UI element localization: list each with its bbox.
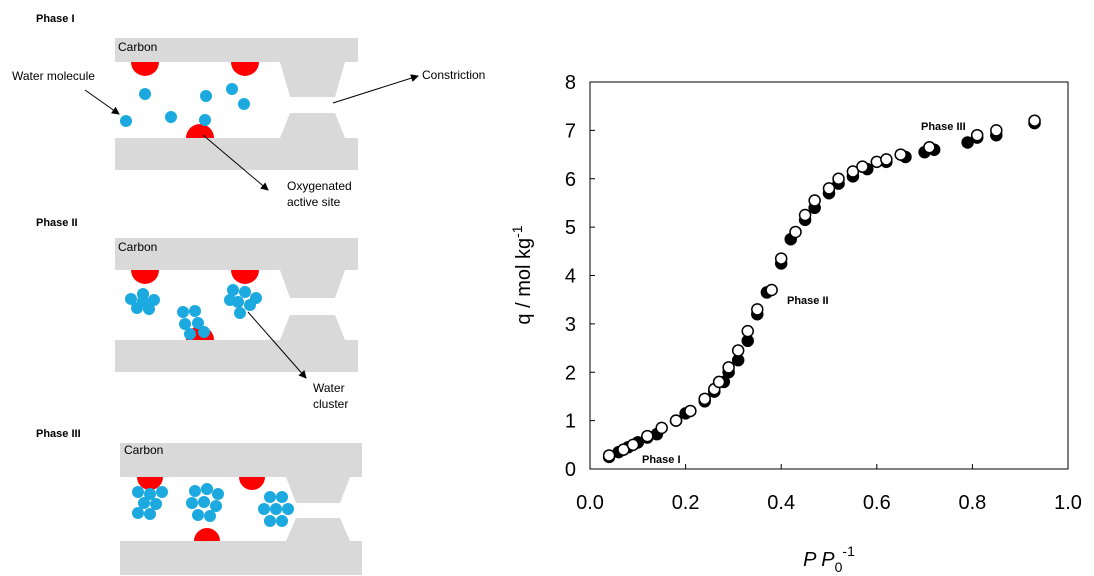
data-point bbox=[809, 195, 820, 206]
data-point bbox=[752, 304, 763, 315]
data-point bbox=[723, 362, 734, 373]
annotation: Phase III bbox=[921, 121, 966, 133]
active-site bbox=[231, 270, 259, 284]
x-tick-label: 0.8 bbox=[958, 492, 986, 514]
active-site bbox=[239, 477, 265, 490]
x-tick-label: 0.0 bbox=[576, 492, 604, 514]
data-point bbox=[972, 130, 983, 141]
panel-title: Phase I bbox=[36, 13, 75, 25]
y-tick-label: 4 bbox=[565, 266, 576, 288]
y-tick-label: 8 bbox=[565, 72, 576, 94]
y-tick-label: 6 bbox=[565, 169, 576, 191]
data-point bbox=[742, 326, 753, 337]
data-point bbox=[656, 422, 667, 433]
data-point bbox=[628, 439, 639, 450]
y-tick-label: 1 bbox=[565, 411, 576, 433]
active-site bbox=[186, 124, 214, 138]
x-axis-title-sub: 0 bbox=[835, 559, 843, 575]
data-point bbox=[790, 226, 801, 237]
x-axis-title: P P0-1 bbox=[803, 543, 855, 575]
annotation: Phase I bbox=[642, 454, 681, 466]
active-site bbox=[131, 62, 159, 76]
y-tick-label: 5 bbox=[565, 217, 576, 239]
x-tick-label: 0.6 bbox=[863, 492, 891, 514]
data-point bbox=[824, 183, 835, 194]
y-tick-label: 0 bbox=[565, 459, 576, 481]
y-axis-title-sup: -1 bbox=[509, 225, 525, 238]
arrow bbox=[85, 90, 119, 114]
data-point bbox=[766, 285, 777, 296]
data-point bbox=[1029, 115, 1040, 126]
x-tick-label: 1.0 bbox=[1054, 492, 1082, 514]
data-point bbox=[881, 154, 892, 165]
active-site bbox=[231, 62, 259, 76]
callout-label: Water molecule bbox=[12, 69, 95, 83]
data-point bbox=[895, 149, 906, 160]
callout-label: Water bbox=[313, 381, 345, 395]
data-point bbox=[642, 431, 653, 442]
callout-label: cluster bbox=[313, 397, 348, 411]
data-point bbox=[714, 376, 725, 387]
x-tick-label: 0.4 bbox=[767, 492, 795, 514]
callout-label: active site bbox=[287, 195, 341, 209]
data-point bbox=[857, 161, 868, 172]
panel-title: Phase III bbox=[36, 428, 81, 440]
carbon-wall bbox=[115, 113, 358, 170]
arrow bbox=[333, 76, 418, 103]
y-tick-label: 7 bbox=[565, 120, 576, 142]
data-point bbox=[604, 450, 615, 461]
y-axis-title: q / mol kg-1 bbox=[509, 225, 535, 324]
active-site bbox=[131, 270, 159, 284]
data-point bbox=[991, 125, 1002, 136]
y-axis-title-text: q / mol kg bbox=[513, 238, 535, 325]
data-point bbox=[924, 142, 935, 153]
x-tick-label: 0.2 bbox=[672, 492, 700, 514]
active-site bbox=[194, 528, 220, 541]
diagram: Phase I Carbon Water molecule Constricti… bbox=[12, 13, 485, 575]
annotation: Phase II bbox=[787, 295, 829, 307]
data-point bbox=[833, 173, 844, 184]
water-clusters bbox=[132, 483, 294, 527]
data-point bbox=[733, 345, 744, 356]
data-point bbox=[699, 393, 710, 404]
panel-title: Phase II bbox=[36, 217, 78, 229]
water-molecules bbox=[120, 83, 250, 127]
material-label: Carbon bbox=[124, 443, 163, 457]
y-tick-label: 3 bbox=[565, 314, 576, 336]
water-clusters bbox=[125, 284, 262, 340]
callout-label: Constriction bbox=[422, 68, 485, 82]
x-axis-title-text: P P bbox=[803, 549, 835, 571]
carbon-wall bbox=[115, 315, 358, 372]
x-axis-title-sup: -1 bbox=[842, 543, 855, 559]
data-point bbox=[685, 405, 696, 416]
y-tick-label: 2 bbox=[565, 362, 576, 384]
material-label: Carbon bbox=[118, 40, 157, 54]
callout-label: Oxygenated bbox=[287, 179, 352, 193]
data-point bbox=[671, 415, 682, 426]
figure: Phase I Carbon Water molecule Constricti… bbox=[0, 0, 1094, 576]
data-point bbox=[800, 210, 811, 221]
material-label: Carbon bbox=[118, 240, 157, 254]
data-point bbox=[776, 253, 787, 264]
carbon-wall bbox=[120, 518, 362, 575]
